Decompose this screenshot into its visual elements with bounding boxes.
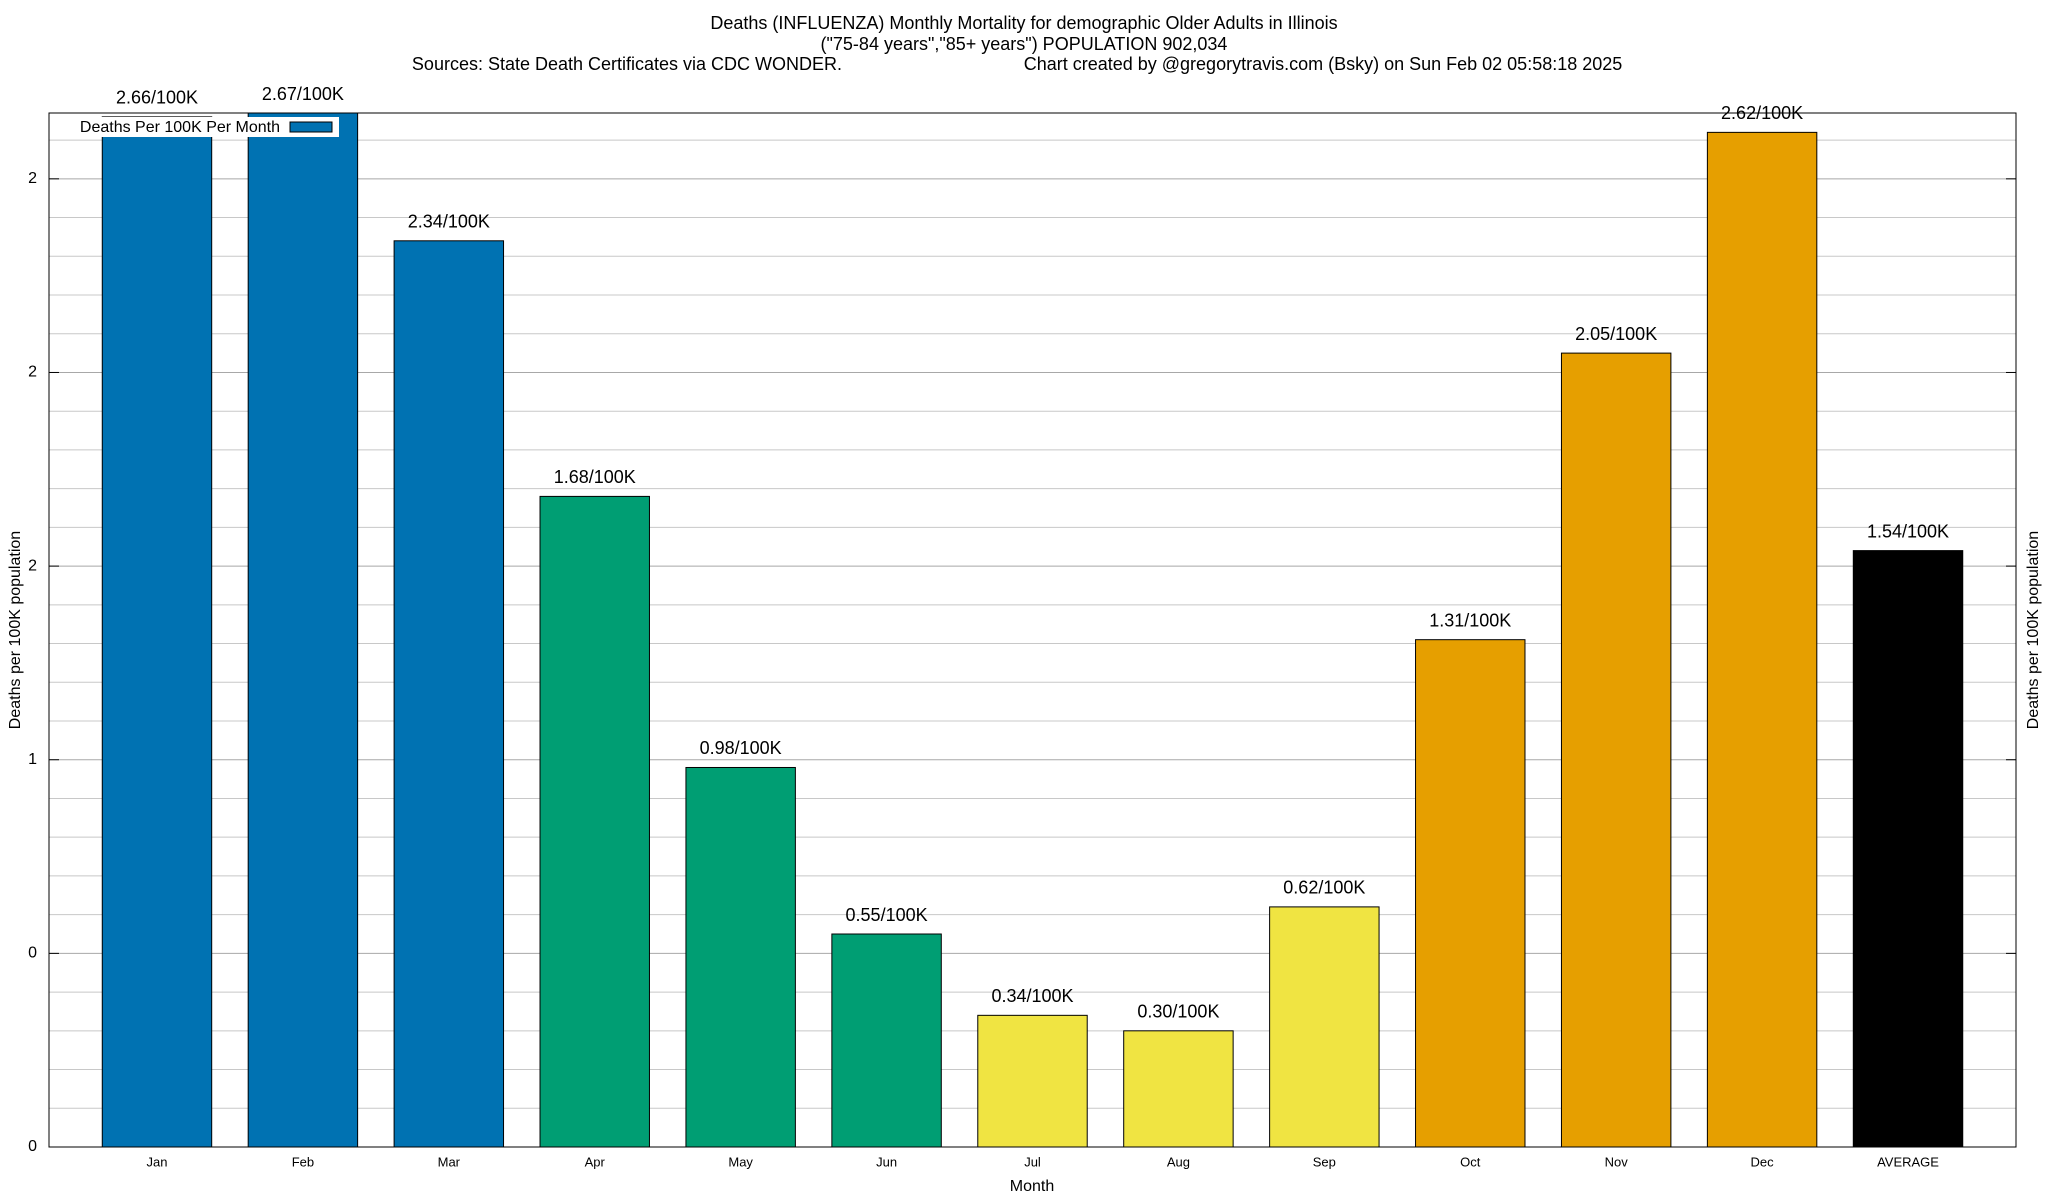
bar <box>1560 352 1672 1148</box>
y-tick-label: 0 <box>28 1138 37 1155</box>
bar <box>1269 906 1380 1148</box>
y-tick-label: 1 <box>28 751 37 768</box>
x-tick-label: Jun <box>876 1154 897 1169</box>
x-axis-label: Month <box>1010 1178 1054 1195</box>
bar <box>1706 131 1818 1148</box>
bar <box>831 933 942 1148</box>
x-tick-label: Nov <box>1605 1154 1629 1169</box>
data-label: 2.05/100K <box>1575 324 1657 344</box>
x-tick-label: Jan <box>146 1154 167 1169</box>
x-tick-label: AVERAGE <box>1877 1154 1939 1169</box>
x-tick-label: Oct <box>1460 1154 1481 1169</box>
bar <box>539 495 650 1148</box>
bar <box>247 112 359 1148</box>
chart-title: Deaths (INFLUENZA) Monthly Mortality for… <box>710 13 1337 33</box>
legend-swatch <box>289 121 333 133</box>
data-label: 0.62/100K <box>1283 878 1365 898</box>
y2-axis-label: Deaths per 100K population <box>2025 531 2042 729</box>
chart-subtitle: Chart created by @gregorytravis.com (Bsk… <box>1024 54 1623 74</box>
bar <box>685 766 796 1148</box>
bar <box>393 240 505 1148</box>
bar <box>977 1014 1088 1148</box>
data-label: 2.66/100K <box>116 88 198 108</box>
y-tick-label: 2 <box>28 557 37 574</box>
x-tick-label: Mar <box>438 1154 461 1169</box>
bar <box>101 116 213 1148</box>
chart-subtitle: Sources: State Death Certificates via CD… <box>412 54 842 74</box>
x-tick-label: Aug <box>1167 1154 1190 1169</box>
x-tick-label: Apr <box>585 1154 606 1169</box>
y-tick-label: 2 <box>28 364 37 381</box>
bar <box>1852 550 1964 1148</box>
y-tick-label: 0 <box>28 945 37 962</box>
y-tick-label: 2 <box>28 170 37 187</box>
data-label: 1.54/100K <box>1867 521 1949 541</box>
data-label: 1.31/100K <box>1429 610 1511 630</box>
data-label: 2.34/100K <box>408 212 490 232</box>
x-tick-label: Sep <box>1313 1154 1336 1169</box>
data-label: 0.55/100K <box>846 905 928 925</box>
plot-frame <box>48 112 2017 1148</box>
data-label: 1.68/100K <box>554 467 636 487</box>
x-tick-label: May <box>728 1154 753 1169</box>
bar <box>1123 1030 1234 1148</box>
legend-label: Deaths Per 100K Per Month <box>80 119 280 136</box>
x-tick-label: Jul <box>1024 1154 1041 1169</box>
y-axis-label: Deaths per 100K population <box>7 531 24 729</box>
data-label: 0.34/100K <box>991 986 1073 1006</box>
x-tick-label: Feb <box>292 1154 314 1169</box>
legend-box <box>75 117 339 137</box>
chart-subtitle: ("75-84 years","85+ years") POPULATION 9… <box>821 34 1228 54</box>
data-label: 2.67/100K <box>262 84 344 104</box>
data-label: 0.30/100K <box>1137 1002 1219 1022</box>
x-tick-label: Dec <box>1751 1154 1775 1169</box>
bar <box>1415 639 1526 1148</box>
data-label: 0.98/100K <box>700 738 782 758</box>
